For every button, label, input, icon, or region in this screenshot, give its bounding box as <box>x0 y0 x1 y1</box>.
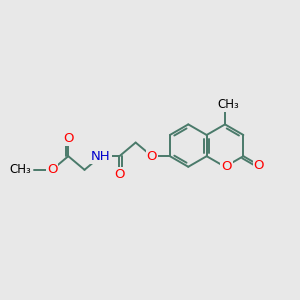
Text: O: O <box>63 132 74 145</box>
Text: CH₃: CH₃ <box>9 163 31 176</box>
Text: O: O <box>254 159 264 172</box>
Text: NH: NH <box>91 150 111 163</box>
Text: O: O <box>221 160 232 173</box>
Text: O: O <box>147 150 157 163</box>
Text: O: O <box>47 163 57 176</box>
Text: O: O <box>114 168 125 181</box>
Text: CH₃: CH₃ <box>217 98 239 111</box>
